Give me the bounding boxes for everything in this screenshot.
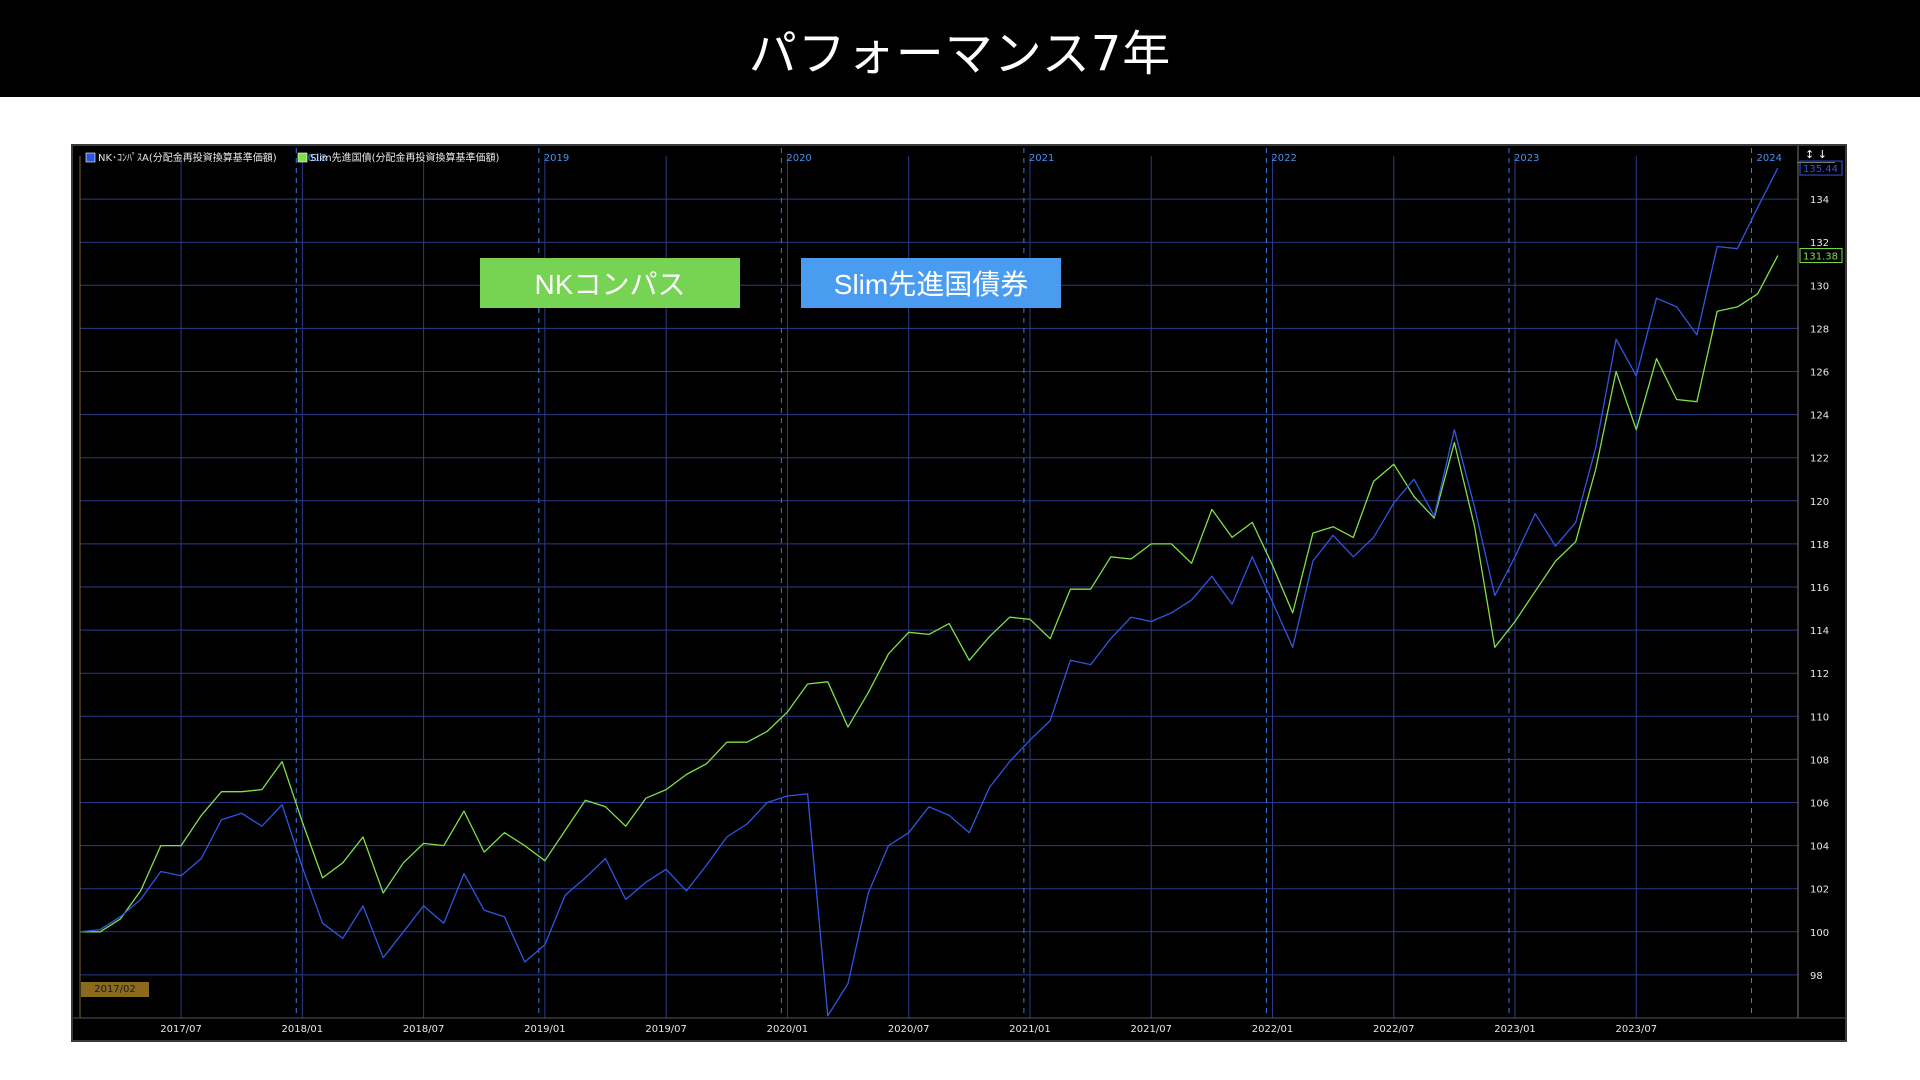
- start-date-badge: 2017/02: [81, 982, 149, 997]
- x-tick-label: 2022/07: [1373, 1024, 1415, 1035]
- x-tick-label: 2020/01: [767, 1024, 809, 1035]
- y-tick-label: 108: [1810, 755, 1829, 766]
- legend-entry-0: NK･ｺﾝﾊﾟｽA(分配金再投資換算基準価額): [98, 151, 277, 164]
- series-layer: [79, 167, 1779, 1017]
- x-tick-label: 2022/01: [1252, 1024, 1294, 1035]
- y-tick-label: 120: [1810, 497, 1829, 508]
- year-marker-label: 2021: [1029, 153, 1054, 164]
- y-tick-label: 112: [1810, 669, 1829, 680]
- y-tick-label: 106: [1810, 799, 1829, 810]
- grid-layer: [73, 146, 1845, 1019]
- legend-swatch-0: [85, 152, 96, 163]
- x-tick-label: 2018/01: [282, 1024, 324, 1035]
- x-tick-label: 2020/07: [888, 1024, 930, 1035]
- series-line-1: [80, 255, 1779, 933]
- series-line-0: [79, 167, 1779, 1017]
- y-tick-label: 124: [1810, 411, 1829, 422]
- y-tick-label: 122: [1810, 454, 1829, 465]
- last-value-tag-0: [1799, 160, 1843, 176]
- label-nk-compass: NKコンパス: [480, 258, 740, 308]
- axis-layer: 98 100 102 104 106 108 110 112 114 116 118 120 122 12…: [160, 153, 1843, 1035]
- label-slim: Slim先進国債券: [801, 258, 1061, 308]
- y-tick-label: 102: [1810, 885, 1829, 896]
- start-date-text: 2017/02: [94, 984, 136, 995]
- y-tick-label: 130: [1810, 281, 1829, 292]
- x-tick-label: 2023/01: [1494, 1024, 1536, 1035]
- x-tick-label: 2018/07: [403, 1024, 445, 1035]
- label-slim-text: Slim先進国債券: [833, 269, 1029, 300]
- legend-layer: NK･ｺﾝﾊﾟｽA(分配金再投資換算基準価額) Slim先進国債(分配金再投資換算…: [85, 151, 500, 164]
- y-tick-label: 104: [1810, 842, 1829, 853]
- last-value-label-1: 131.38: [1803, 252, 1838, 263]
- legend-entry-1: Slim先進国債(分配金再投資換算基準価額): [310, 151, 500, 164]
- x-tick-label: 2017/07: [160, 1024, 202, 1035]
- last-value-label-0: 135.44: [1803, 164, 1838, 175]
- y-tick-label: 128: [1810, 324, 1829, 335]
- year-marker-label: 2020: [786, 153, 811, 164]
- year-marker-label: 2022: [1271, 153, 1296, 164]
- x-tick-label: 2021/01: [1009, 1024, 1051, 1035]
- y-tick-label: 114: [1810, 626, 1829, 637]
- legend-swatch-1: [297, 152, 308, 163]
- last-value-tag-1: [1799, 248, 1843, 264]
- x-tick-label: 2021/07: [1130, 1024, 1172, 1035]
- year-marker-label: 2024: [1757, 153, 1782, 164]
- year-marker-label: 2019: [544, 153, 569, 164]
- up-down-arrows-icon[interactable]: ↕ ↓: [1797, 148, 1835, 163]
- y-tick-label: 118: [1810, 540, 1829, 551]
- year-marker-label: 2023: [1514, 153, 1539, 164]
- x-tick-label: 2019/07: [645, 1024, 687, 1035]
- page-title: パフォーマンス7年: [748, 25, 1172, 82]
- y-tick-label: 100: [1810, 928, 1829, 939]
- x-tick-label: 2023/07: [1616, 1024, 1658, 1035]
- year-marker-label: 2018: [301, 153, 326, 164]
- y-tick-label: 116: [1810, 583, 1829, 594]
- y-tick-label: 126: [1810, 368, 1829, 379]
- y-tick-label: 110: [1810, 712, 1829, 723]
- y-tick-label: 134: [1810, 195, 1829, 206]
- title-bar: パフォーマンス7年: [0, 0, 1920, 97]
- label-nk-compass-text: NKコンパス: [534, 269, 686, 300]
- y-tick-label: 132: [1810, 238, 1829, 249]
- y-tick-label: 98: [1810, 971, 1823, 982]
- x-tick-label: 2019/01: [524, 1024, 566, 1035]
